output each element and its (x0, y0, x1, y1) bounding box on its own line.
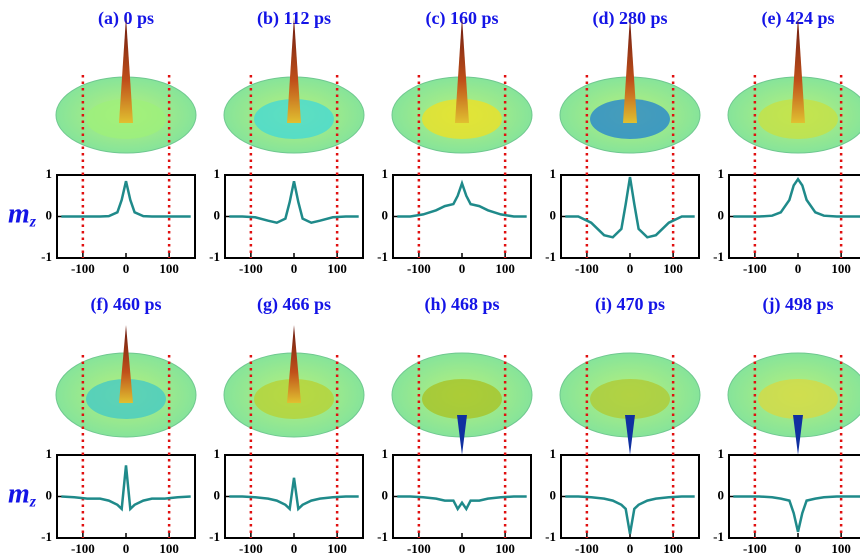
data-line (397, 495, 527, 512)
y-axis-label: mz (8, 479, 37, 510)
y-tick-label: -1 (713, 249, 724, 264)
surface-spike (119, 17, 133, 123)
y-tick-label: -1 (209, 249, 220, 264)
x-tick-label: 100 (327, 541, 347, 556)
x-tick-label: 0 (291, 261, 298, 276)
y-axis-label: mz (8, 199, 37, 230)
x-tick-label: 0 (123, 261, 130, 276)
x-tick-label: 100 (831, 261, 851, 276)
y-axis-label-main: m (8, 479, 30, 510)
y-tick-label: 0 (718, 487, 725, 502)
y-tick-label: 0 (550, 487, 557, 502)
data-line (61, 465, 191, 512)
x-tick-label: 0 (627, 541, 634, 556)
y-tick-label: 0 (550, 207, 557, 222)
y-tick-label: 1 (46, 446, 53, 461)
y-tick-label: -1 (377, 249, 388, 264)
x-tick-label: -100 (575, 261, 599, 276)
y-tick-label: 0 (46, 487, 53, 502)
surface-center (758, 379, 838, 419)
surface-spike (455, 17, 469, 123)
data-line (565, 495, 695, 535)
x-tick-label: 100 (663, 541, 683, 556)
y-tick-label: 1 (382, 166, 389, 181)
panel-title: (f) 460 ps (91, 294, 162, 315)
x-tick-label: 0 (291, 541, 298, 556)
y-tick-label: 1 (550, 446, 557, 461)
y-tick-label: 0 (718, 207, 725, 222)
y-axis-label-subscript: z (29, 213, 37, 230)
y-tick-label: 1 (214, 166, 221, 181)
x-tick-label: -100 (71, 261, 95, 276)
x-tick-label: 0 (795, 261, 802, 276)
x-tick-label: -100 (743, 261, 767, 276)
data-line (733, 495, 860, 533)
y-tick-label: -1 (713, 529, 724, 544)
surface-spike (119, 325, 133, 403)
x-tick-label: 100 (831, 541, 851, 556)
y-tick-label: 1 (718, 166, 725, 181)
surface-center (590, 379, 670, 419)
x-tick-label: 100 (663, 261, 683, 276)
data-line (733, 177, 860, 218)
panel-title: (h) 468 ps (424, 294, 499, 315)
panel-title: (i) 470 ps (595, 294, 665, 315)
y-tick-label: 1 (550, 166, 557, 181)
y-tick-label: -1 (41, 249, 52, 264)
y-tick-label: 0 (46, 207, 53, 222)
x-tick-label: 0 (627, 261, 634, 276)
x-tick-label: -100 (407, 261, 431, 276)
x-tick-label: 0 (459, 541, 466, 556)
surface-spike (287, 325, 301, 403)
y-tick-label: 1 (46, 166, 53, 181)
y-tick-label: -1 (545, 249, 556, 264)
x-tick-label: 0 (123, 541, 130, 556)
y-tick-label: 1 (718, 446, 725, 461)
y-tick-label: -1 (377, 529, 388, 544)
x-tick-label: 100 (495, 541, 515, 556)
surface-spike (791, 17, 805, 123)
x-tick-label: -100 (743, 541, 767, 556)
y-tick-label: -1 (209, 529, 220, 544)
x-tick-label: 100 (327, 261, 347, 276)
plot-frame (560, 174, 700, 259)
data-line (565, 176, 695, 239)
x-tick-label: 0 (459, 261, 466, 276)
y-tick-label: 1 (382, 446, 389, 461)
y-tick-label: 0 (214, 207, 221, 222)
y-tick-label: -1 (41, 529, 52, 544)
y-axis-label-subscript: z (29, 493, 37, 510)
y-tick-label: 0 (382, 487, 389, 502)
data-line (229, 180, 359, 225)
y-tick-label: 1 (214, 446, 221, 461)
surface-dip (793, 415, 803, 455)
x-tick-label: 100 (159, 541, 179, 556)
data-line (61, 180, 191, 218)
surface-spike (287, 17, 301, 123)
y-tick-label: 0 (382, 207, 389, 222)
x-tick-label: -100 (407, 541, 431, 556)
x-tick-label: -100 (239, 541, 263, 556)
panel-title: (g) 466 ps (257, 294, 331, 315)
y-tick-label: 0 (214, 487, 221, 502)
x-tick-label: 100 (495, 261, 515, 276)
y-tick-label: -1 (545, 529, 556, 544)
x-tick-label: -100 (239, 261, 263, 276)
x-tick-label: -100 (575, 541, 599, 556)
surface-dip (457, 415, 467, 455)
surface-spike (623, 17, 637, 123)
data-line (229, 477, 359, 512)
x-tick-label: -100 (71, 541, 95, 556)
surface-center (422, 379, 502, 419)
x-tick-label: 0 (795, 541, 802, 556)
x-tick-label: 100 (159, 261, 179, 276)
data-line (397, 179, 527, 218)
panel-title: (j) 498 ps (763, 294, 834, 315)
surface-dip (625, 415, 635, 455)
y-axis-label-main: m (8, 199, 30, 230)
